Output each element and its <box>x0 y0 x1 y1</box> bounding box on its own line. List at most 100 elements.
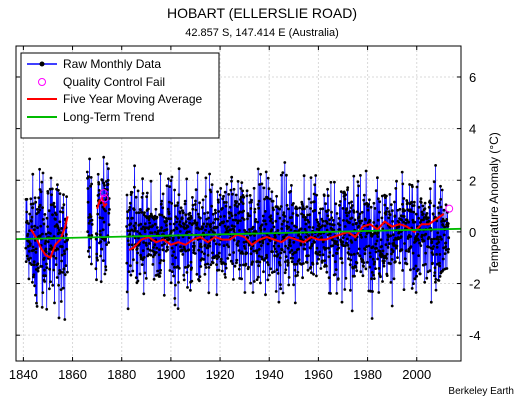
raw-data-point <box>316 262 319 265</box>
raw-data-point <box>428 187 432 191</box>
raw-data-point <box>228 216 231 220</box>
raw-data-point <box>396 256 399 259</box>
raw-data-point <box>53 301 56 305</box>
raw-data-point <box>170 270 174 273</box>
raw-data-point <box>436 206 440 210</box>
raw-data-point <box>414 264 418 268</box>
x-tick-label: 1880 <box>107 367 136 382</box>
raw-data-point <box>181 209 185 213</box>
raw-data-point <box>401 269 404 272</box>
raw-data-point <box>38 208 42 212</box>
raw-data-point <box>257 199 261 203</box>
raw-data-point <box>218 193 222 197</box>
raw-data-point <box>317 257 320 261</box>
raw-data-point <box>263 210 267 213</box>
raw-data-point <box>325 228 329 232</box>
raw-data-point <box>222 244 226 248</box>
raw-data-point <box>290 184 293 187</box>
raw-data-point <box>31 206 34 210</box>
raw-data-point <box>178 220 182 224</box>
raw-data-point <box>47 209 51 213</box>
raw-data-point <box>224 262 228 266</box>
raw-data-point <box>247 243 251 247</box>
raw-data-point <box>355 261 359 265</box>
raw-data-point <box>238 263 242 267</box>
raw-data-point <box>39 234 42 238</box>
raw-data-point <box>169 281 173 285</box>
raw-data-point <box>205 217 208 221</box>
raw-data-point <box>396 208 400 212</box>
raw-data-point <box>101 259 105 262</box>
raw-data-point <box>320 217 324 221</box>
raw-data-point <box>346 188 349 192</box>
raw-data-point <box>147 207 150 211</box>
raw-data-point <box>40 265 44 268</box>
raw-data-point <box>388 193 392 196</box>
raw-data-point <box>278 256 282 260</box>
raw-data-point <box>306 213 309 217</box>
raw-data-point <box>279 287 283 291</box>
raw-data-point <box>43 280 47 283</box>
raw-data-point <box>168 269 172 272</box>
raw-data-point <box>427 245 430 249</box>
raw-data-point <box>357 184 360 188</box>
raw-data-point <box>235 258 239 262</box>
raw-data-point <box>237 249 241 252</box>
raw-data-point <box>409 268 412 272</box>
raw-data-point <box>198 201 202 205</box>
raw-data-point <box>337 246 341 250</box>
raw-data-point <box>153 230 157 234</box>
raw-data-point <box>136 189 140 193</box>
raw-data-point <box>403 257 407 261</box>
raw-data-point <box>158 261 162 265</box>
raw-data-point <box>34 200 38 204</box>
raw-data-point <box>371 290 374 293</box>
raw-data-point <box>376 231 380 235</box>
raw-data-point <box>437 211 441 215</box>
raw-data-point <box>230 224 234 228</box>
raw-data-point <box>286 259 290 262</box>
raw-data-point <box>25 254 29 258</box>
raw-data-point <box>292 262 296 266</box>
raw-data-point <box>89 184 92 188</box>
raw-data-point <box>280 227 284 231</box>
raw-data-point <box>374 250 378 254</box>
raw-data-point <box>157 229 161 233</box>
raw-data-point <box>187 248 191 252</box>
raw-data-point <box>395 179 398 183</box>
raw-data-point <box>292 240 296 244</box>
legend-raw-marker <box>39 61 45 67</box>
raw-data-point <box>242 209 246 213</box>
raw-data-point <box>332 228 336 232</box>
raw-data-point <box>248 214 252 218</box>
raw-data-point <box>43 268 46 272</box>
raw-data-point <box>442 233 446 237</box>
raw-data-point <box>419 197 423 201</box>
raw-data-point <box>391 220 394 223</box>
raw-data-point <box>227 245 230 249</box>
raw-data-point <box>274 219 278 223</box>
raw-data-point <box>183 199 187 203</box>
raw-data-point <box>403 242 406 245</box>
raw-data-point <box>315 218 319 222</box>
raw-data-point <box>266 261 269 264</box>
raw-data-point <box>436 231 440 235</box>
y-tick-label: -4 <box>469 328 481 343</box>
raw-data-point <box>158 275 162 278</box>
raw-data-point <box>404 221 408 225</box>
raw-data-point <box>447 247 450 251</box>
raw-data-point <box>165 224 168 227</box>
raw-data-point <box>134 195 138 199</box>
raw-data-point <box>212 239 216 243</box>
raw-data-point <box>286 246 290 250</box>
raw-data-point <box>304 222 308 226</box>
raw-data-point <box>234 218 238 222</box>
legend-item-raw: Raw Monthly Data <box>27 57 161 71</box>
raw-data-point <box>89 176 93 179</box>
raw-data-point <box>366 261 369 264</box>
raw-data-point <box>257 206 260 210</box>
raw-data-point <box>159 268 163 272</box>
raw-data-point <box>340 257 343 260</box>
raw-data-point <box>219 215 222 219</box>
